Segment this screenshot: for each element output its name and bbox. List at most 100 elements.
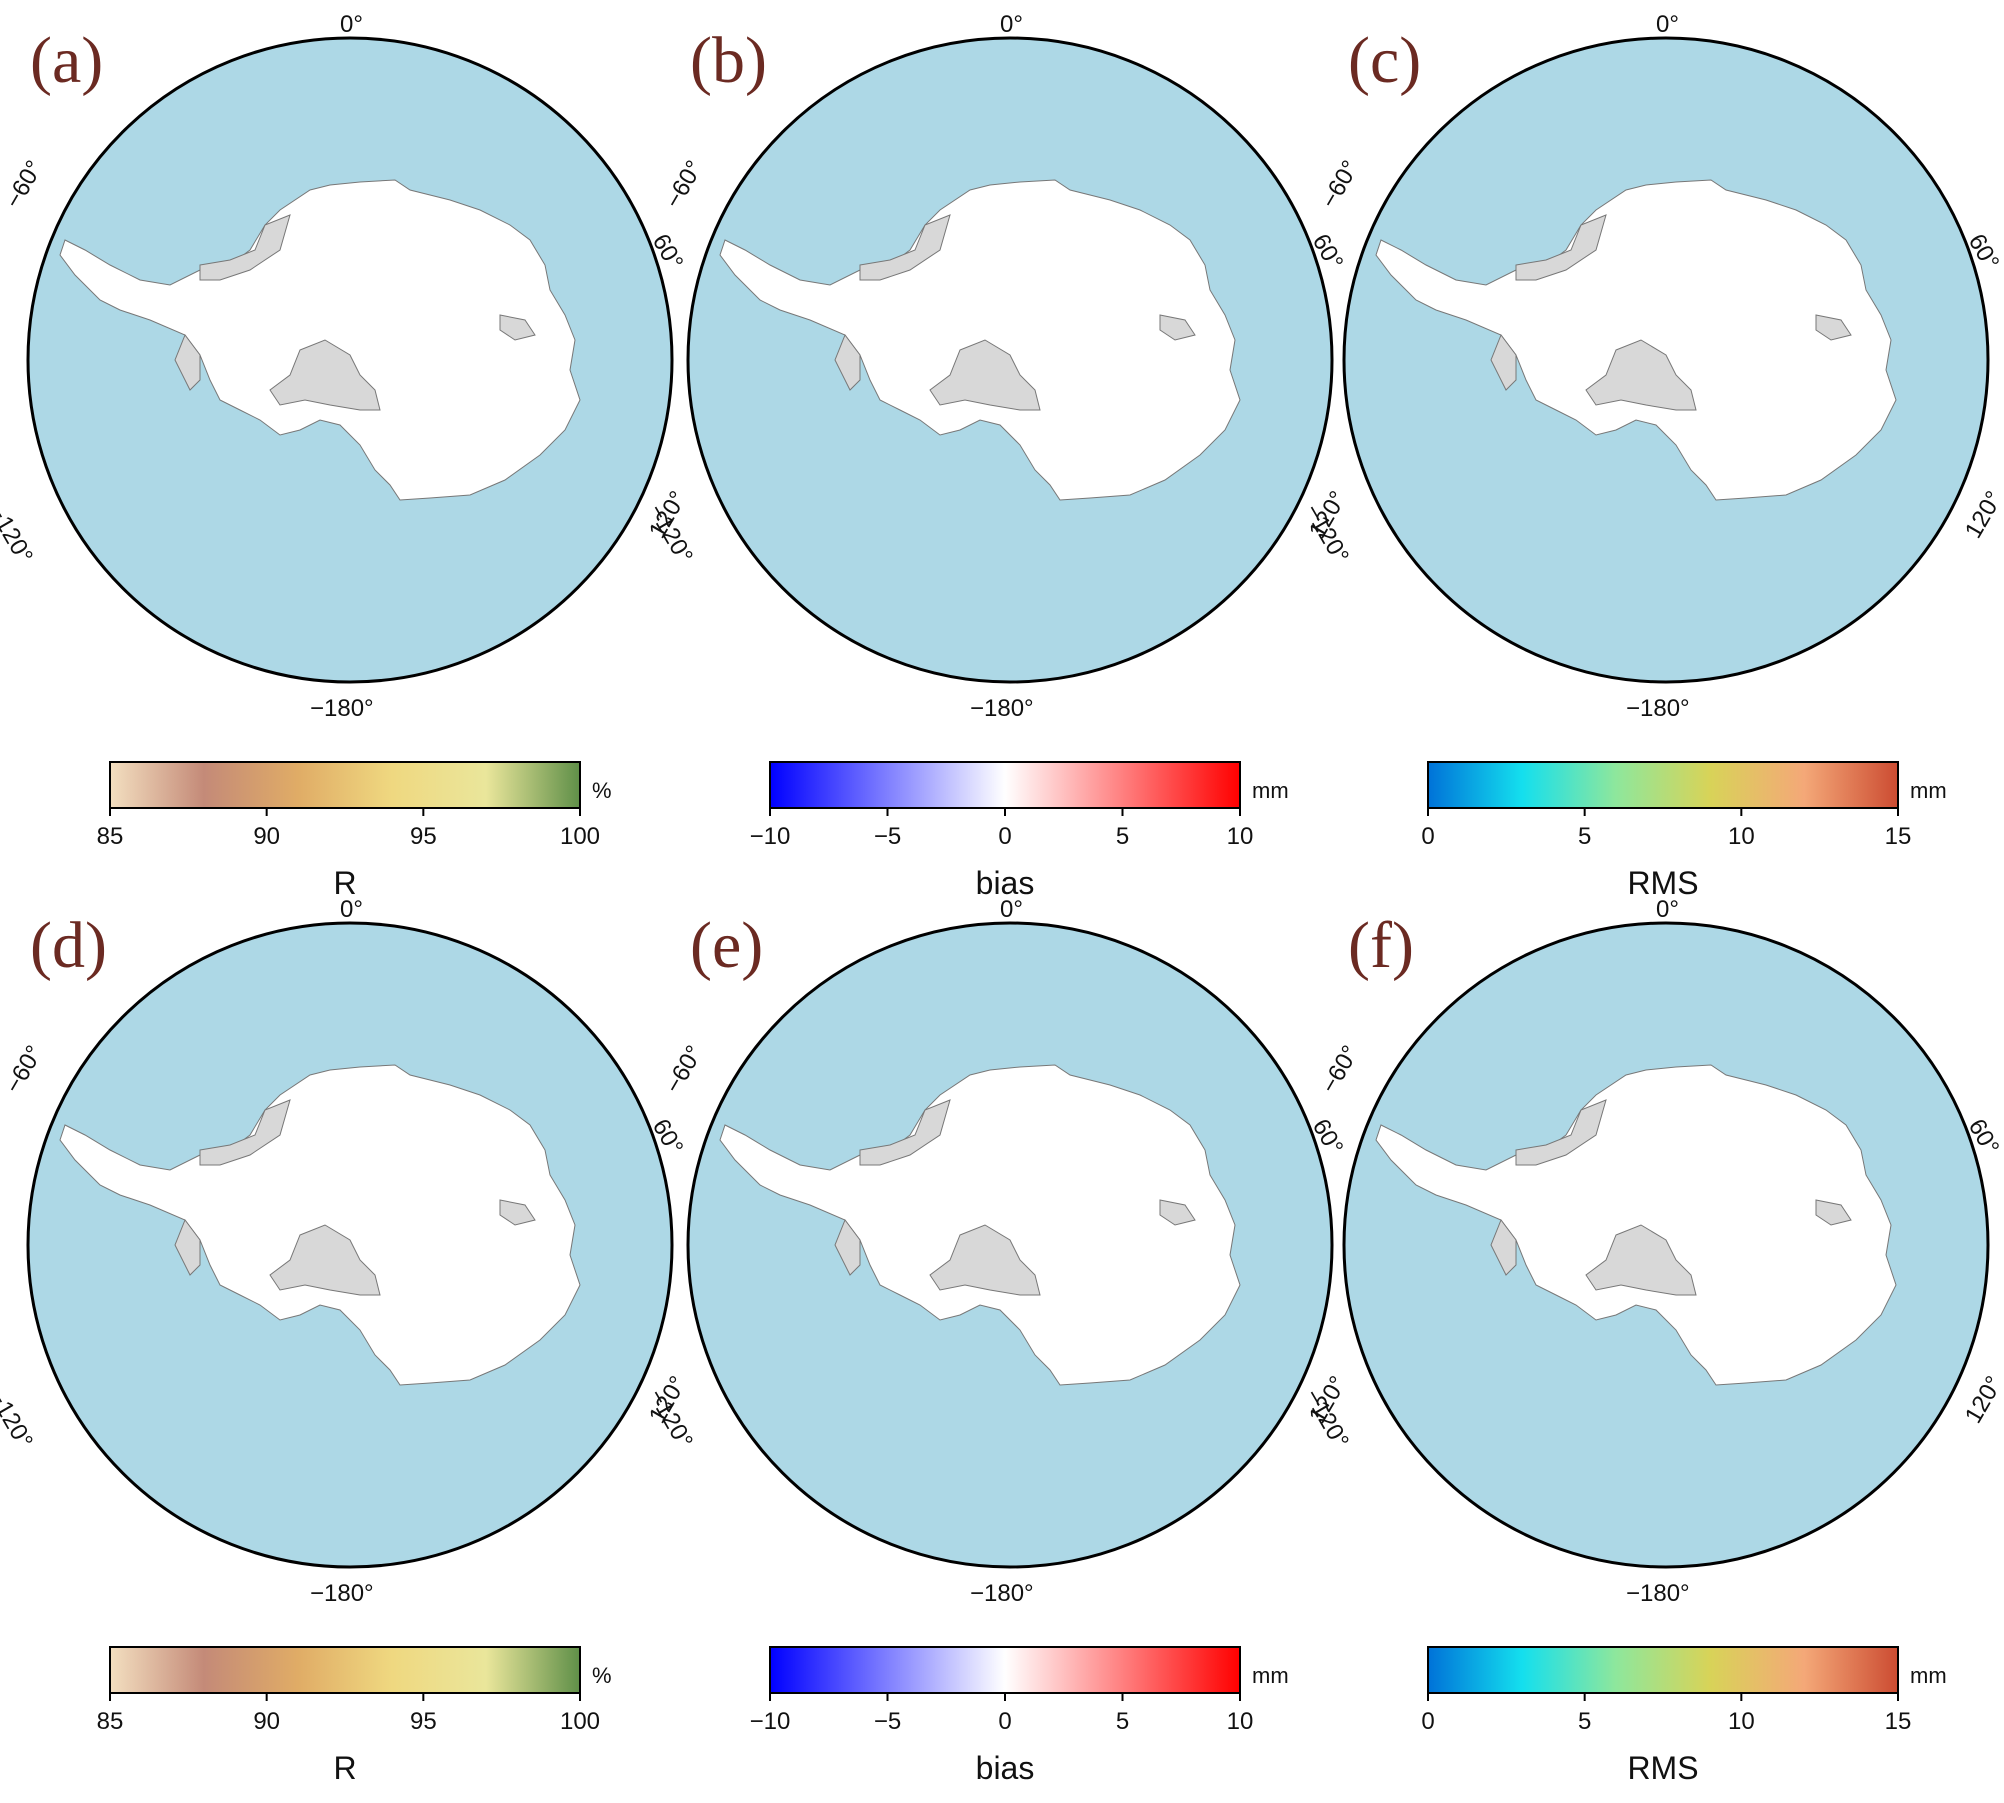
longitude-label: −180° xyxy=(1626,1580,1690,1607)
longitude-label: 0° xyxy=(340,11,363,38)
longitude-label: 0° xyxy=(1000,896,1023,923)
ross-ice-shelf xyxy=(1585,1224,1697,1296)
ross-ice-shelf xyxy=(269,339,381,411)
colorbar-tick-label: −5 xyxy=(874,1708,901,1735)
panel-letter: (f) xyxy=(1348,909,1414,982)
antarctica-landmass xyxy=(59,1064,581,1386)
longitude-label: −60° xyxy=(1316,156,1365,213)
colorbar-tick-label: 100 xyxy=(560,1708,600,1735)
weddell-ice-shelf xyxy=(199,1099,291,1166)
longitude-label: −180° xyxy=(310,695,374,722)
colorbar-title: R xyxy=(333,1750,356,1786)
colorbar-tick-label: 100 xyxy=(560,823,600,850)
colorbar xyxy=(1427,1646,1899,1694)
colorbar xyxy=(1427,761,1899,809)
amery-ice-shelf xyxy=(1159,314,1196,341)
longitude-label: 0° xyxy=(1000,11,1023,38)
colorbar xyxy=(109,761,581,809)
weddell-ice-shelf xyxy=(859,214,951,281)
west-ice-shelf xyxy=(1490,1218,1517,1276)
colorbar-tick-label: 10 xyxy=(1227,823,1254,850)
colorbar-title: RMS xyxy=(1627,865,1698,901)
longitude-label: −180° xyxy=(310,1580,374,1607)
colorbar-tick-label: 85 xyxy=(97,823,124,850)
longitude-label: 0° xyxy=(340,896,363,923)
colorbar-tick-label: 15 xyxy=(1885,823,1912,850)
panel-letter: (b) xyxy=(690,24,767,97)
colorbar-tick-label: 10 xyxy=(1227,1708,1254,1735)
colorbar-unit: % xyxy=(592,1663,612,1688)
west-ice-shelf xyxy=(174,1218,201,1276)
ross-ice-shelf xyxy=(929,339,1041,411)
ross-ice-shelf xyxy=(929,1224,1041,1296)
antarctica-landmass xyxy=(59,179,581,501)
antarctica-landmass xyxy=(719,1064,1241,1386)
map-panel-d: (d) 0°60°120°−180°−120°−60°85 90 95 100%R xyxy=(0,896,692,1786)
colorbar xyxy=(769,1646,1241,1694)
colorbar-tick-label: 5 xyxy=(1578,823,1591,850)
ross-ice-shelf xyxy=(1585,339,1697,411)
colorbar-unit: % xyxy=(592,778,612,803)
colorbar-tick-label: 5 xyxy=(1578,1708,1591,1735)
panel-letter: (c) xyxy=(1348,24,1421,97)
panel-letter: (a) xyxy=(30,24,103,97)
colorbar-tick-label: 10 xyxy=(1728,1708,1755,1735)
colorbar-tick-label: 5 xyxy=(1116,1708,1129,1735)
longitude-label: −60° xyxy=(1316,1041,1365,1098)
weddell-ice-shelf xyxy=(1515,1099,1607,1166)
panel-letter: (d) xyxy=(30,909,107,982)
map-panel-b: (b) 0°60°120°−180°−120°−60°−10 −5 0 5 10mmbia… xyxy=(643,11,1352,901)
amery-ice-shelf xyxy=(1815,1199,1852,1226)
colorbar-tick-label: 0 xyxy=(1421,1708,1434,1735)
colorbar-tick-label: −10 xyxy=(750,1708,791,1735)
west-ice-shelf xyxy=(834,333,861,391)
colorbar-title: bias xyxy=(976,1750,1035,1786)
longitude-label: −180° xyxy=(970,1580,1034,1607)
longitude-label: 0° xyxy=(1656,896,1679,923)
colorbar-tick-label: −10 xyxy=(750,823,791,850)
colorbar-tick-label: 0 xyxy=(1421,823,1434,850)
ross-ice-shelf xyxy=(269,1224,381,1296)
longitude-label: −60° xyxy=(0,156,48,213)
colorbar xyxy=(769,761,1241,809)
colorbar-tick-label: 85 xyxy=(97,1708,124,1735)
weddell-ice-shelf xyxy=(199,214,291,281)
longitude-label: −120° xyxy=(0,1385,38,1454)
west-ice-shelf xyxy=(1490,333,1517,391)
colorbar-tick-label: −5 xyxy=(874,823,901,850)
west-ice-shelf xyxy=(174,333,201,391)
colorbar-tick-label: 5 xyxy=(1116,823,1129,850)
colorbar xyxy=(109,1646,581,1694)
colorbar-tick-label: 95 xyxy=(410,1708,437,1735)
colorbar-tick-label: 90 xyxy=(253,823,280,850)
longitude-label: −120° xyxy=(0,500,38,569)
colorbar-tick-label: 90 xyxy=(253,1708,280,1735)
colorbar-tick-label: 95 xyxy=(410,823,437,850)
colorbar-title: R xyxy=(333,865,356,901)
longitude-label: −180° xyxy=(970,695,1034,722)
amery-ice-shelf xyxy=(1159,1199,1196,1226)
antarctica-landmass xyxy=(719,179,1241,501)
colorbar-unit: mm xyxy=(1910,778,1947,803)
longitude-label: −60° xyxy=(660,156,709,213)
colorbar-unit: mm xyxy=(1252,1663,1289,1688)
antarctica-landmass xyxy=(1375,179,1897,501)
weddell-ice-shelf xyxy=(859,1099,951,1166)
amery-ice-shelf xyxy=(1815,314,1852,341)
colorbar-title: RMS xyxy=(1627,1750,1698,1786)
longitude-label: 0° xyxy=(1656,11,1679,38)
colorbar-tick-label: 10 xyxy=(1728,823,1755,850)
colorbar-tick-label: 0 xyxy=(998,1708,1011,1735)
amery-ice-shelf xyxy=(499,1199,536,1226)
longitude-label: −60° xyxy=(660,1041,709,1098)
map-panel-e: (e) 0°60°120°−180°−120°−60°−10 −5 0 5 10mmbia… xyxy=(643,896,1352,1786)
colorbar-unit: mm xyxy=(1910,1663,1947,1688)
longitude-label: −60° xyxy=(0,1041,48,1098)
antarctica-landmass xyxy=(1375,1064,1897,1386)
map-panel-a: (a) 0°60°120°−180°−120°−60°85 90 95 100%R xyxy=(0,11,692,901)
weddell-ice-shelf xyxy=(1515,214,1607,281)
colorbar-tick-label: 0 xyxy=(998,823,1011,850)
